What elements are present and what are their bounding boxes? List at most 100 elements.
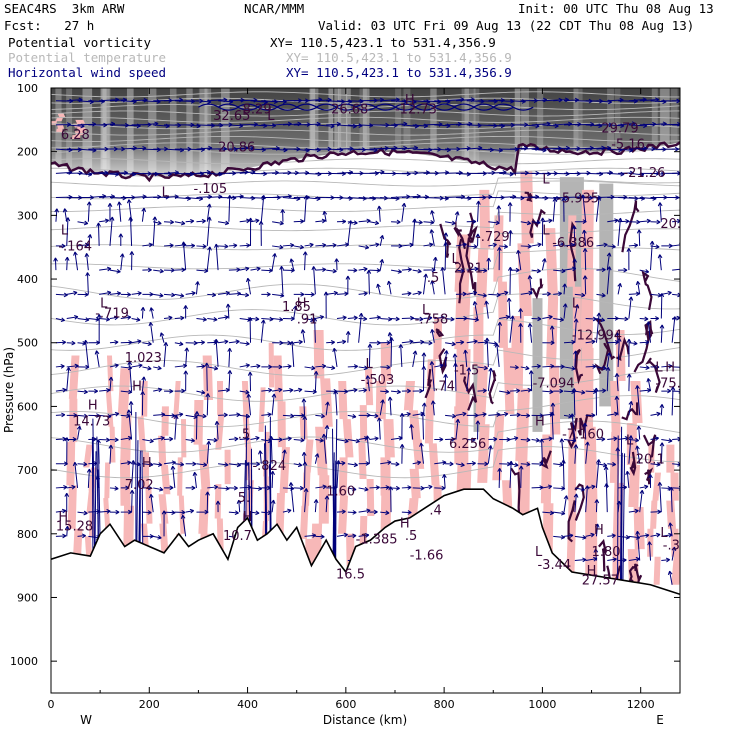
wind-vector: [412, 268, 422, 274]
wind-vector: [184, 347, 190, 367]
wind-vector: [671, 546, 677, 561]
wind-vector: [207, 437, 218, 443]
wind-vector: [163, 243, 174, 248]
wind-vector: [488, 220, 500, 226]
wind-vector: [347, 438, 360, 444]
wind-vector: [358, 461, 370, 466]
wind-vector: [650, 532, 661, 538]
wind-vector: [270, 470, 275, 488]
wind-vector: [272, 317, 284, 322]
wind-vector: [606, 252, 612, 271]
wind-vector: [303, 195, 309, 222]
wind-vector: [455, 418, 461, 440]
downdraft-vector: [334, 419, 338, 579]
x-tick-label: 1000: [528, 698, 556, 711]
wind-vector: [423, 242, 434, 248]
wind-vector: [477, 461, 489, 467]
wind-vector: [153, 535, 162, 540]
wind-vector: [412, 460, 422, 466]
wind-vector: [183, 305, 188, 319]
wind-vector: [635, 385, 641, 416]
wind-vector: [648, 474, 653, 488]
y-tick-label: 900: [17, 591, 38, 604]
wind-vector: [325, 401, 330, 416]
wind-vector: [301, 398, 307, 416]
wind-vector: [311, 266, 317, 295]
wind-vector: [87, 234, 93, 247]
wind-vector: [119, 253, 125, 271]
wind-vector: [650, 316, 660, 321]
wind-vector: [109, 486, 119, 491]
wind-vector: [55, 387, 67, 393]
wind-vector: [582, 229, 587, 246]
wind-vector: [477, 293, 487, 298]
wind-vector: [639, 489, 645, 513]
wind-vector: [228, 412, 241, 418]
wind-vector: [228, 485, 238, 491]
wind-vector: [152, 216, 158, 246]
wind-vector: [66, 367, 71, 392]
wind-vector: [109, 339, 119, 345]
wind-vector: [335, 460, 341, 488]
wind-vector: [324, 425, 330, 440]
pv-low-marker: L: [542, 173, 550, 188]
wind-vector: [217, 220, 230, 226]
wind-vector: [527, 323, 533, 343]
wind-vector: [434, 315, 445, 321]
pv-contour-label: 6.28: [61, 128, 90, 143]
wind-vector: [628, 291, 640, 297]
pv-contour: [465, 237, 477, 296]
wind-vector: [445, 461, 454, 467]
strat-streak: [102, 88, 107, 174]
downdraft-vector: [245, 413, 248, 537]
wind-vector: [164, 413, 176, 418]
wind-vector: [313, 499, 319, 513]
wind-vector: [336, 195, 353, 201]
wind-vector: [626, 338, 632, 367]
wind-vector: [528, 370, 534, 392]
wind-vector: [358, 486, 369, 492]
wind-vector: [649, 240, 655, 271]
wind-vector: [542, 436, 553, 442]
wind-vector: [164, 388, 174, 394]
wind-vector: [76, 425, 82, 440]
wind-vector: [369, 485, 380, 490]
wind-vector: [391, 316, 400, 322]
wind-vector: [628, 401, 634, 416]
wind-vector: [672, 100, 680, 102]
wind-vector: [672, 172, 680, 174]
pv-contour: [642, 434, 657, 458]
wind-vector: [109, 315, 119, 321]
wind-vector: [261, 268, 273, 273]
wind-vector: [605, 366, 611, 392]
wind-vector: [477, 365, 488, 371]
wind-vector: [593, 387, 599, 416]
wind-vector: [454, 211, 460, 222]
pv-contour-label: -.39: [663, 539, 688, 554]
wind-vector: [315, 267, 327, 273]
wind-vector: [88, 340, 101, 346]
wind-vector: [594, 523, 600, 537]
wind-vector: [616, 337, 622, 367]
wind-vector: [509, 412, 521, 418]
wind-vector: [369, 436, 379, 442]
pv-contour-label: -3.44: [537, 558, 571, 573]
pv-positive-fill: [647, 444, 662, 585]
downdraft-vector: [264, 425, 268, 553]
pv-positive-fill: [492, 215, 515, 547]
wind-vector: [379, 259, 385, 271]
wind-vector: [401, 388, 411, 394]
wind-vector: [239, 243, 251, 248]
x-axis-label: Distance (km): [323, 713, 407, 727]
wind-vector: [207, 365, 219, 371]
wind-vector: [228, 436, 239, 442]
wind-vector: [596, 242, 608, 248]
strat-streak: [403, 88, 411, 153]
pv-contour: [529, 208, 546, 238]
wind-vector: [380, 485, 390, 490]
wind-vector: [380, 460, 392, 465]
wind-vector: [553, 317, 565, 322]
strat-streak: [614, 88, 621, 151]
wind-vector: [542, 314, 553, 320]
field-name-pv: Potential vorticity: [8, 35, 151, 50]
